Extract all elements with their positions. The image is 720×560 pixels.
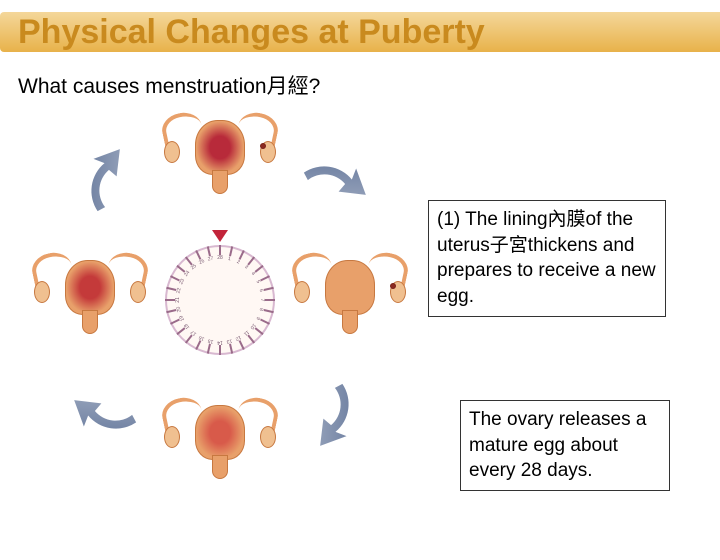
uterus-body-icon	[195, 120, 245, 175]
day-tick: 1	[229, 246, 233, 256]
day-tick: 27	[207, 246, 211, 256]
cycle-arrow-icon	[264, 129, 387, 252]
day-tick: 11	[247, 335, 255, 344]
uterus-top	[160, 105, 280, 200]
cervix-icon	[212, 170, 228, 194]
cycle-arrow-icon	[264, 344, 387, 467]
day-tick: 5	[260, 275, 270, 281]
day-tick: 3	[247, 256, 255, 265]
title-banner: Physical Changes at Puberty	[0, 0, 720, 64]
day-tick: 2	[239, 250, 245, 260]
day-tick: 22	[166, 287, 176, 291]
day-tick: 4	[255, 265, 264, 273]
ovary-icon	[294, 281, 310, 303]
day-ticks: 1234567891011121314151617181920212223242…	[165, 245, 275, 355]
ovary-icon	[34, 281, 50, 303]
stage-1-caption: (1) The lining內膜of the uterus子宮thickens …	[428, 200, 666, 317]
uterus-body-icon	[195, 405, 245, 460]
day-tick: 14	[219, 345, 221, 355]
menstrual-cycle-diagram: 1234567891011121314151617181920212223242…	[30, 110, 410, 490]
day-tick: 15	[207, 344, 211, 354]
subtitle: What causes menstruation月經?	[0, 70, 720, 100]
ovary-icon	[260, 426, 276, 448]
page-title: Physical Changes at Puberty	[0, 13, 485, 52]
day-tick: 12	[239, 340, 245, 350]
day-tick: 10	[255, 327, 264, 335]
day-tick: 23	[170, 275, 180, 281]
cycle-arrow-icon	[54, 344, 177, 467]
uterus-bottom	[160, 390, 280, 485]
cycle-arrow-icon	[54, 129, 177, 252]
ovary-icon	[164, 426, 180, 448]
day-tick: 21	[165, 299, 175, 301]
day-tick: 9	[260, 319, 270, 325]
day-tick: 16	[195, 340, 201, 350]
cervix-icon	[82, 310, 98, 334]
ovary-caption: The ovary releases a mature egg about ev…	[460, 400, 670, 491]
day-marker-icon	[212, 230, 228, 242]
day-tick: 18	[176, 327, 185, 335]
day-tick: 13	[229, 344, 233, 354]
day-tick: 24	[176, 265, 185, 273]
content-area: 1234567891011121314151617181920212223242…	[0, 100, 720, 560]
day-tick: 20	[166, 309, 176, 313]
uterus-left	[30, 245, 150, 340]
cervix-icon	[212, 455, 228, 479]
uterus-right	[290, 245, 410, 340]
cervix-icon	[342, 310, 358, 334]
egg-icon	[260, 143, 266, 149]
uterus-body-icon	[65, 260, 115, 315]
day-tick: 17	[185, 335, 193, 344]
uterus-body-icon	[325, 260, 375, 315]
day-tick: 8	[264, 309, 274, 313]
day-tick: 6	[264, 287, 274, 291]
ovary-icon	[164, 141, 180, 163]
day-tick: 19	[170, 319, 180, 325]
egg-icon	[390, 283, 396, 289]
day-tick: 7	[265, 299, 275, 301]
day-tick: 26	[195, 250, 201, 260]
day-tick: 28	[219, 245, 221, 255]
ovary-icon	[130, 281, 146, 303]
day-tick: 25	[185, 256, 193, 265]
